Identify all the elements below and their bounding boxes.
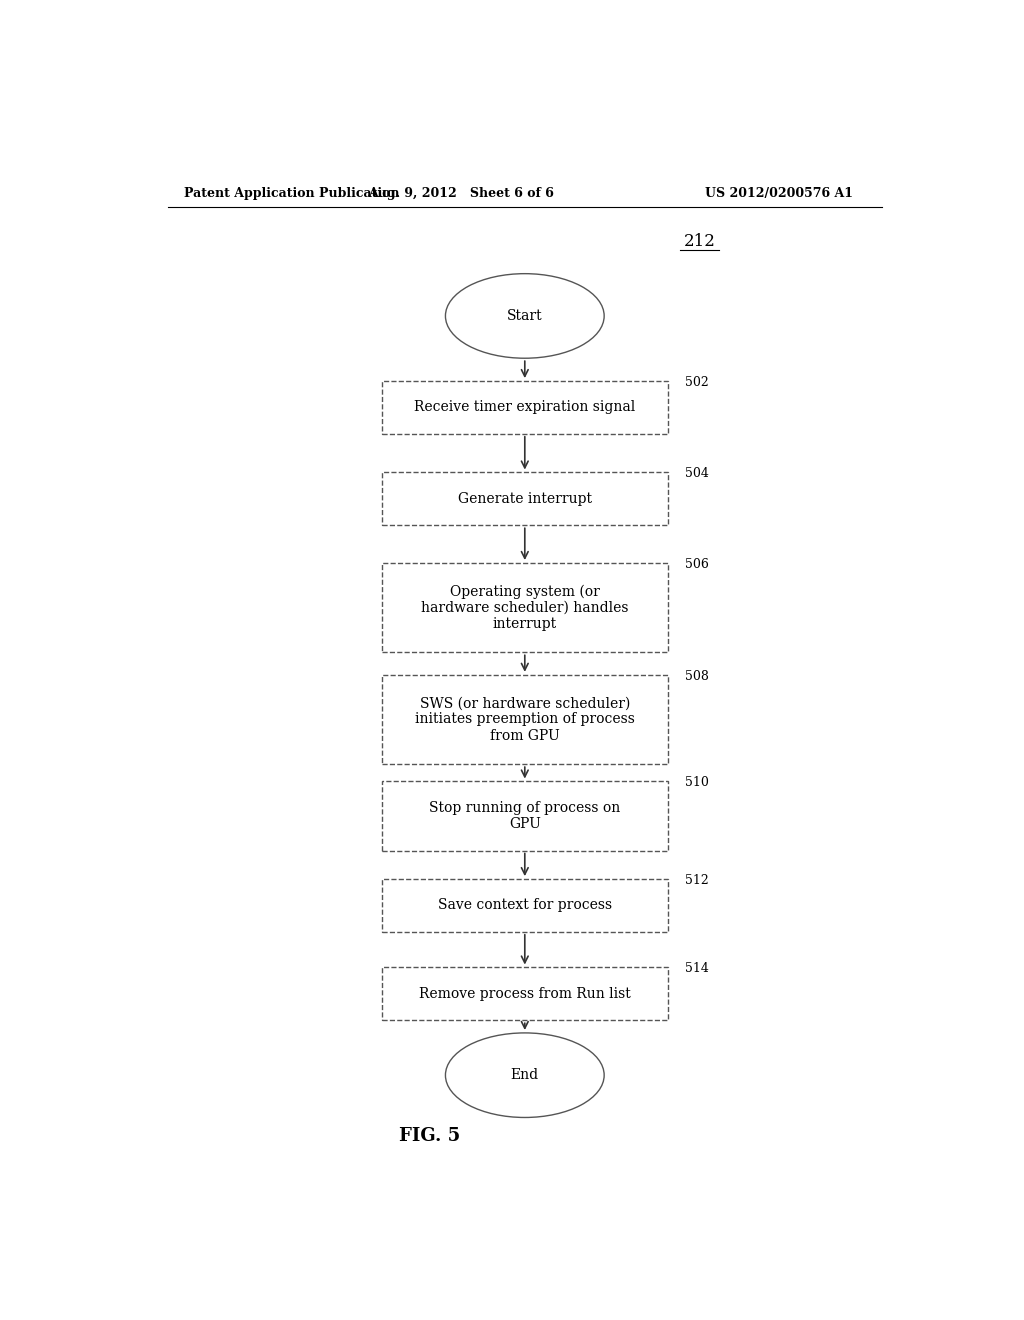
Text: US 2012/0200576 A1: US 2012/0200576 A1 bbox=[705, 187, 853, 201]
Text: 212: 212 bbox=[683, 234, 716, 251]
FancyBboxPatch shape bbox=[382, 781, 668, 850]
Text: Operating system (or
hardware scheduler) handles
interrupt: Operating system (or hardware scheduler)… bbox=[421, 585, 629, 631]
Text: 506: 506 bbox=[685, 558, 709, 570]
Text: Stop running of process on
GPU: Stop running of process on GPU bbox=[429, 801, 621, 832]
FancyBboxPatch shape bbox=[382, 473, 668, 525]
FancyBboxPatch shape bbox=[382, 562, 668, 652]
Text: Remove process from Run list: Remove process from Run list bbox=[419, 987, 631, 1001]
Ellipse shape bbox=[445, 1034, 604, 1118]
Ellipse shape bbox=[445, 273, 604, 358]
FancyBboxPatch shape bbox=[382, 675, 668, 764]
Text: 512: 512 bbox=[685, 874, 709, 887]
Text: 514: 514 bbox=[685, 962, 709, 975]
Text: Generate interrupt: Generate interrupt bbox=[458, 492, 592, 506]
Text: 502: 502 bbox=[685, 376, 709, 389]
Text: Save context for process: Save context for process bbox=[437, 899, 612, 912]
Text: 504: 504 bbox=[685, 467, 709, 480]
FancyBboxPatch shape bbox=[382, 879, 668, 932]
Text: End: End bbox=[511, 1068, 539, 1082]
Text: Aug. 9, 2012   Sheet 6 of 6: Aug. 9, 2012 Sheet 6 of 6 bbox=[369, 187, 554, 201]
Text: Receive timer expiration signal: Receive timer expiration signal bbox=[414, 400, 636, 414]
FancyBboxPatch shape bbox=[382, 968, 668, 1020]
Text: FIG. 5: FIG. 5 bbox=[399, 1127, 460, 1146]
Text: Start: Start bbox=[507, 309, 543, 323]
Text: 510: 510 bbox=[685, 776, 709, 789]
Text: Patent Application Publication: Patent Application Publication bbox=[183, 187, 399, 201]
Text: 508: 508 bbox=[685, 669, 709, 682]
Text: SWS (or hardware scheduler)
initiates preemption of process
from GPU: SWS (or hardware scheduler) initiates pr… bbox=[415, 696, 635, 743]
FancyBboxPatch shape bbox=[382, 381, 668, 434]
